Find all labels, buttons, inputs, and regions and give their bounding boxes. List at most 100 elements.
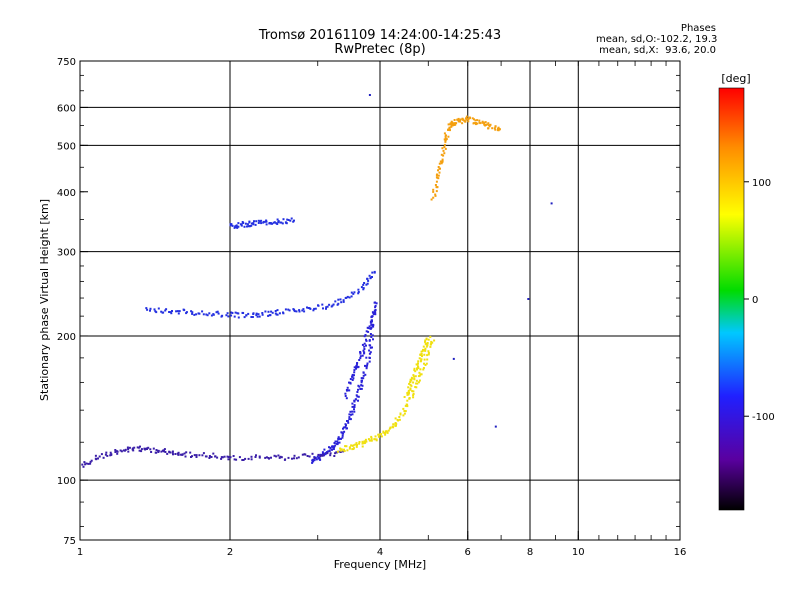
data-point	[355, 394, 358, 397]
data-point	[494, 125, 497, 128]
data-point	[298, 309, 301, 312]
data-point	[223, 455, 226, 458]
data-point	[409, 388, 412, 391]
data-point	[424, 339, 427, 342]
data-point	[379, 433, 382, 436]
data-point	[293, 219, 295, 222]
data-point	[417, 375, 420, 378]
data-point	[160, 450, 163, 453]
grid-layer	[80, 61, 680, 540]
data-point	[371, 320, 373, 323]
data-point	[246, 225, 248, 228]
data-point	[371, 346, 373, 349]
data-point	[328, 303, 331, 306]
data-point	[365, 330, 368, 333]
data-point	[465, 115, 468, 118]
data-point	[356, 444, 358, 446]
data-point	[447, 135, 450, 138]
data-point	[193, 313, 196, 316]
data-point	[465, 117, 468, 120]
data-point	[339, 298, 342, 301]
data-point	[335, 451, 338, 454]
data-point	[317, 304, 320, 307]
data-point	[357, 395, 360, 398]
data-point	[360, 381, 363, 384]
data-point	[269, 314, 272, 317]
colorbar-unit-label: [deg]	[721, 72, 750, 85]
data-point	[237, 222, 240, 225]
data-point	[353, 410, 356, 413]
data-point	[277, 220, 280, 223]
data-point	[386, 431, 389, 434]
data-point	[201, 454, 204, 457]
data-point	[346, 386, 349, 389]
data-point	[295, 310, 298, 313]
data-point	[368, 94, 371, 96]
data-point	[284, 308, 287, 311]
data-point	[355, 367, 357, 370]
data-point	[459, 120, 462, 123]
data-point	[360, 377, 363, 380]
data-point	[408, 397, 411, 399]
data-point	[332, 303, 335, 306]
data-point	[409, 383, 412, 386]
data-point	[349, 381, 352, 384]
data-point	[339, 451, 342, 453]
data-point	[432, 188, 435, 191]
data-point	[276, 218, 279, 221]
data-point	[174, 453, 177, 455]
data-point	[412, 390, 415, 393]
data-point	[282, 311, 284, 314]
data-point	[473, 118, 475, 121]
data-point	[351, 402, 354, 405]
data-point	[250, 458, 253, 461]
data-point	[248, 225, 251, 228]
data-point	[206, 314, 209, 317]
data-point	[476, 119, 479, 122]
data-point	[370, 323, 373, 326]
data-point	[475, 123, 477, 126]
data-point	[333, 446, 336, 449]
data-point	[226, 455, 229, 458]
data-point	[345, 296, 348, 299]
data-point	[353, 406, 356, 408]
colorbar-tick-label: 0	[752, 295, 758, 306]
data-point	[258, 455, 261, 458]
data-point	[360, 387, 363, 390]
data-point	[286, 218, 289, 221]
data-point	[369, 327, 372, 330]
data-point	[306, 455, 309, 457]
data-point	[373, 270, 376, 273]
data-point	[82, 465, 85, 468]
data-point	[124, 448, 127, 451]
data-point	[284, 458, 287, 461]
data-point	[344, 392, 347, 395]
data-point	[404, 410, 407, 413]
data-point	[325, 307, 327, 310]
data-point	[349, 378, 352, 380]
data-point	[202, 452, 205, 455]
data-point	[370, 439, 373, 442]
data-point	[171, 450, 174, 453]
data-point	[342, 427, 344, 430]
data-point	[369, 333, 372, 335]
data-point	[420, 358, 423, 361]
data-point	[217, 312, 220, 315]
data-point	[319, 458, 322, 461]
data-point	[314, 307, 317, 310]
data-point	[414, 386, 417, 388]
data-point	[235, 224, 238, 227]
data-point	[361, 354, 364, 357]
data-point	[289, 219, 292, 222]
data-point	[361, 445, 364, 448]
data-point	[363, 351, 366, 354]
data-point	[255, 312, 258, 315]
data-point	[426, 354, 429, 357]
data-point	[453, 122, 456, 125]
data-point	[351, 448, 354, 451]
data-point	[425, 345, 428, 348]
data-point	[353, 366, 356, 369]
data-point	[195, 313, 198, 316]
data-point	[304, 453, 307, 456]
data-point	[164, 309, 167, 312]
